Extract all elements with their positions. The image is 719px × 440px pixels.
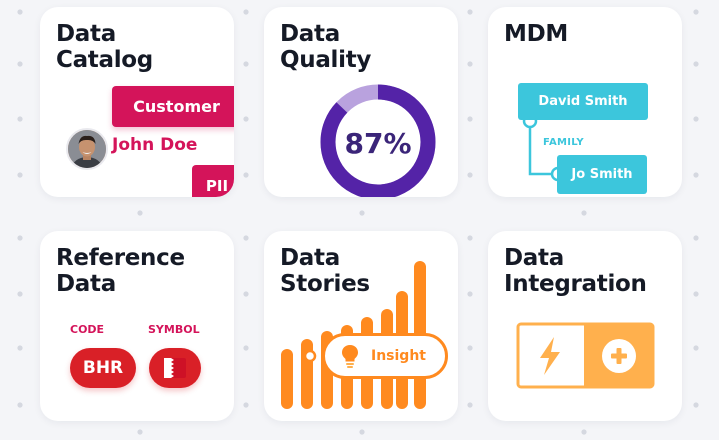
card-data-catalog[interactable]: Data Catalog Customer John Doe PII (40, 7, 234, 197)
relation-label: FAMILY (543, 137, 584, 148)
quality-percent: 87% (344, 127, 411, 160)
card-reference-data[interactable]: Reference Data CODE SYMBOL BHR (40, 231, 234, 421)
customer-tag: Customer (112, 86, 234, 127)
plus-icon (602, 339, 636, 373)
card-data-integration[interactable]: Data Integration (488, 231, 682, 421)
card-title: Reference Data (56, 245, 185, 297)
person-name: John Doe (112, 135, 198, 155)
avatar (66, 128, 108, 170)
bar-graphic (281, 261, 426, 409)
code-label: CODE (70, 323, 105, 336)
pii-tag: PII (192, 165, 234, 197)
card-title: Data Stories (280, 245, 370, 297)
card-mdm[interactable]: MDM David Smith FAMILY Jo Smith (488, 7, 682, 197)
card-data-stories[interactable]: Data Stories Insight (264, 231, 458, 421)
symbol-label: SYMBOL (148, 323, 200, 336)
card-title: Data Catalog (56, 21, 153, 73)
insight-badge[interactable]: Insight (322, 333, 448, 379)
card-data-quality[interactable]: Data Quality 87% (264, 7, 458, 197)
bar (301, 339, 313, 409)
code-value: BHR (70, 348, 136, 388)
donut-value-ring (320, 84, 436, 197)
parent-record: David Smith (518, 83, 648, 120)
symbol-value (149, 348, 201, 388)
child-record: Jo Smith (557, 155, 647, 194)
card-title: Data Integration (504, 245, 647, 297)
card-title: Data Quality (280, 21, 372, 73)
insight-label: Insight (371, 348, 426, 364)
bahrain-flag-icon (164, 358, 186, 378)
bar (281, 349, 293, 409)
integration-connector (516, 322, 655, 389)
lightning-icon (540, 337, 560, 375)
quality-donut: 87% (320, 84, 436, 197)
card-title: MDM (504, 21, 568, 47)
lightbulb-icon (342, 345, 358, 368)
